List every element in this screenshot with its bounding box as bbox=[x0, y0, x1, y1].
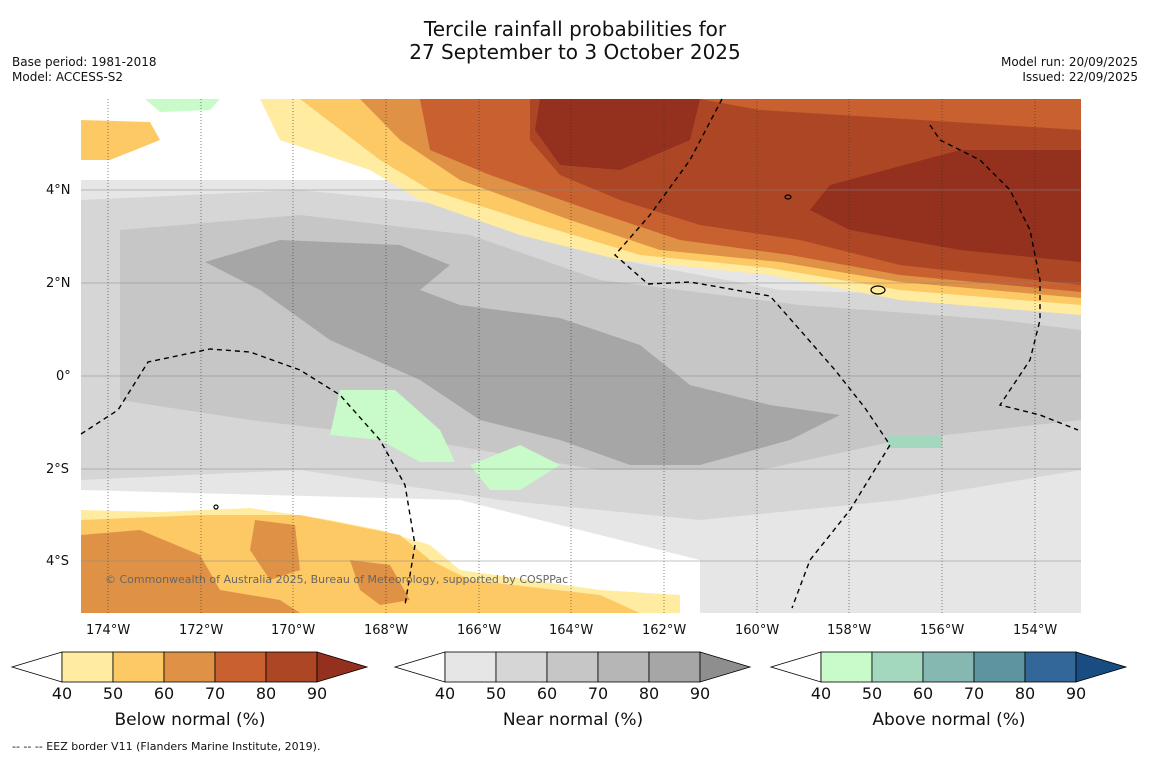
below-tick-60: 60 bbox=[153, 684, 175, 703]
near-swatch-60 bbox=[546, 651, 599, 683]
above-swatch-40 bbox=[820, 651, 873, 683]
near-tick-50: 50 bbox=[485, 684, 507, 703]
lat-label-0: 0° bbox=[56, 369, 71, 384]
above-tick-90: 90 bbox=[1065, 684, 1087, 703]
eez-borders bbox=[80, 98, 1079, 609]
field-above-40-b bbox=[470, 445, 560, 490]
above-swatch-50 bbox=[871, 651, 924, 683]
near-tick-60: 60 bbox=[536, 684, 558, 703]
near-swatch-40 bbox=[444, 651, 497, 683]
near-tick-80: 80 bbox=[638, 684, 660, 703]
field-below-60-south bbox=[81, 530, 300, 613]
near-swatch-50 bbox=[495, 651, 548, 683]
lon-label-172w: 172°W bbox=[179, 623, 224, 638]
field-above-50 bbox=[888, 436, 942, 448]
issued-date: Issued: 22/09/2025 bbox=[1022, 70, 1138, 84]
title-line-2: 27 September to 3 October 2025 bbox=[409, 40, 741, 64]
meta-left: Base period: 1981-2018 Model: ACCESS-S2 bbox=[12, 55, 157, 85]
near-tick-90: 90 bbox=[689, 684, 711, 703]
lat-label-2n: 2°N bbox=[46, 276, 71, 291]
colorbar-near bbox=[393, 651, 752, 683]
map-fields bbox=[81, 99, 1081, 613]
below-tick-80: 80 bbox=[255, 684, 277, 703]
field-near-80 bbox=[205, 240, 840, 465]
below-tick-40: 40 bbox=[51, 684, 73, 703]
below-swatch-70 bbox=[214, 651, 267, 683]
field-below-60-patch-b bbox=[350, 560, 410, 605]
below-swatch-80 bbox=[265, 651, 318, 683]
below-tick-50: 50 bbox=[102, 684, 124, 703]
near-tick-40: 40 bbox=[434, 684, 456, 703]
above-swatch-70 bbox=[973, 651, 1026, 683]
graticule bbox=[81, 99, 1081, 613]
lon-label-164w: 164°W bbox=[549, 623, 594, 638]
field-above-40-a bbox=[330, 390, 455, 462]
field-below-90-b bbox=[810, 150, 1081, 262]
above-tick-80: 80 bbox=[1014, 684, 1036, 703]
colorbar-above bbox=[769, 651, 1128, 683]
lon-label-168w: 168°W bbox=[364, 623, 409, 638]
colorbar-below bbox=[10, 651, 369, 683]
field-below-60-patch bbox=[250, 520, 300, 580]
title-line-1: Tercile rainfall probabilities for bbox=[423, 17, 727, 41]
field-below-90-a bbox=[535, 99, 700, 170]
near-title: Near normal (%) bbox=[502, 710, 644, 730]
island-b bbox=[870, 285, 886, 295]
below-tick-90: 90 bbox=[306, 684, 328, 703]
below-title: Below normal (%) bbox=[114, 710, 266, 730]
lon-label-170w: 170°W bbox=[271, 623, 316, 638]
lon-label-166w: 166°W bbox=[457, 623, 502, 638]
island-c bbox=[213, 504, 219, 510]
lon-label-154w: 154°W bbox=[1013, 623, 1058, 638]
near-tick-70: 70 bbox=[587, 684, 609, 703]
near-swatch-70 bbox=[597, 651, 650, 683]
below-swatch-60 bbox=[163, 651, 216, 683]
base-period: Base period: 1981-2018 bbox=[12, 55, 157, 69]
field-below-50-west bbox=[81, 120, 160, 160]
eez-footnote: -- -- -- EEZ border V11 (Flanders Marine… bbox=[12, 740, 321, 753]
above-tick-40: 40 bbox=[810, 684, 832, 703]
above-swatch-60 bbox=[922, 651, 975, 683]
lon-label-158w: 158°W bbox=[827, 623, 872, 638]
map-title: Tercile rainfall probabilities for 27 Se… bbox=[0, 18, 1150, 64]
above-tick-70: 70 bbox=[963, 684, 985, 703]
model-name: Model: ACCESS-S2 bbox=[12, 70, 124, 84]
below-tick-70: 70 bbox=[204, 684, 226, 703]
islands bbox=[213, 194, 886, 510]
below-swatch-50 bbox=[112, 651, 165, 683]
below-swatch-40 bbox=[61, 651, 114, 683]
above-tick-60: 60 bbox=[912, 684, 934, 703]
above-tick-50: 50 bbox=[861, 684, 883, 703]
model-run: Model run: 20/09/2025 bbox=[1000, 55, 1138, 69]
lat-label-2s: 2°S bbox=[46, 462, 70, 477]
island-a bbox=[784, 194, 792, 200]
lat-label-4s: 4°S bbox=[46, 554, 70, 569]
lon-label-162w: 162°W bbox=[642, 623, 687, 638]
lon-label-174w: 174°W bbox=[86, 623, 131, 638]
meta-right: Model run: 20/09/2025 Issued: 22/09/2025 bbox=[1001, 55, 1138, 85]
near-swatch-80 bbox=[648, 651, 701, 683]
lon-label-156w: 156°W bbox=[920, 623, 965, 638]
lat-label-4n: 4°N bbox=[46, 183, 71, 198]
lon-label-160w: 160°W bbox=[735, 623, 780, 638]
copyright-text: © Commonwealth of Australia 2025, Bureau… bbox=[105, 573, 569, 586]
above-swatch-80 bbox=[1024, 651, 1077, 683]
above-title: Above normal (%) bbox=[872, 710, 1026, 730]
